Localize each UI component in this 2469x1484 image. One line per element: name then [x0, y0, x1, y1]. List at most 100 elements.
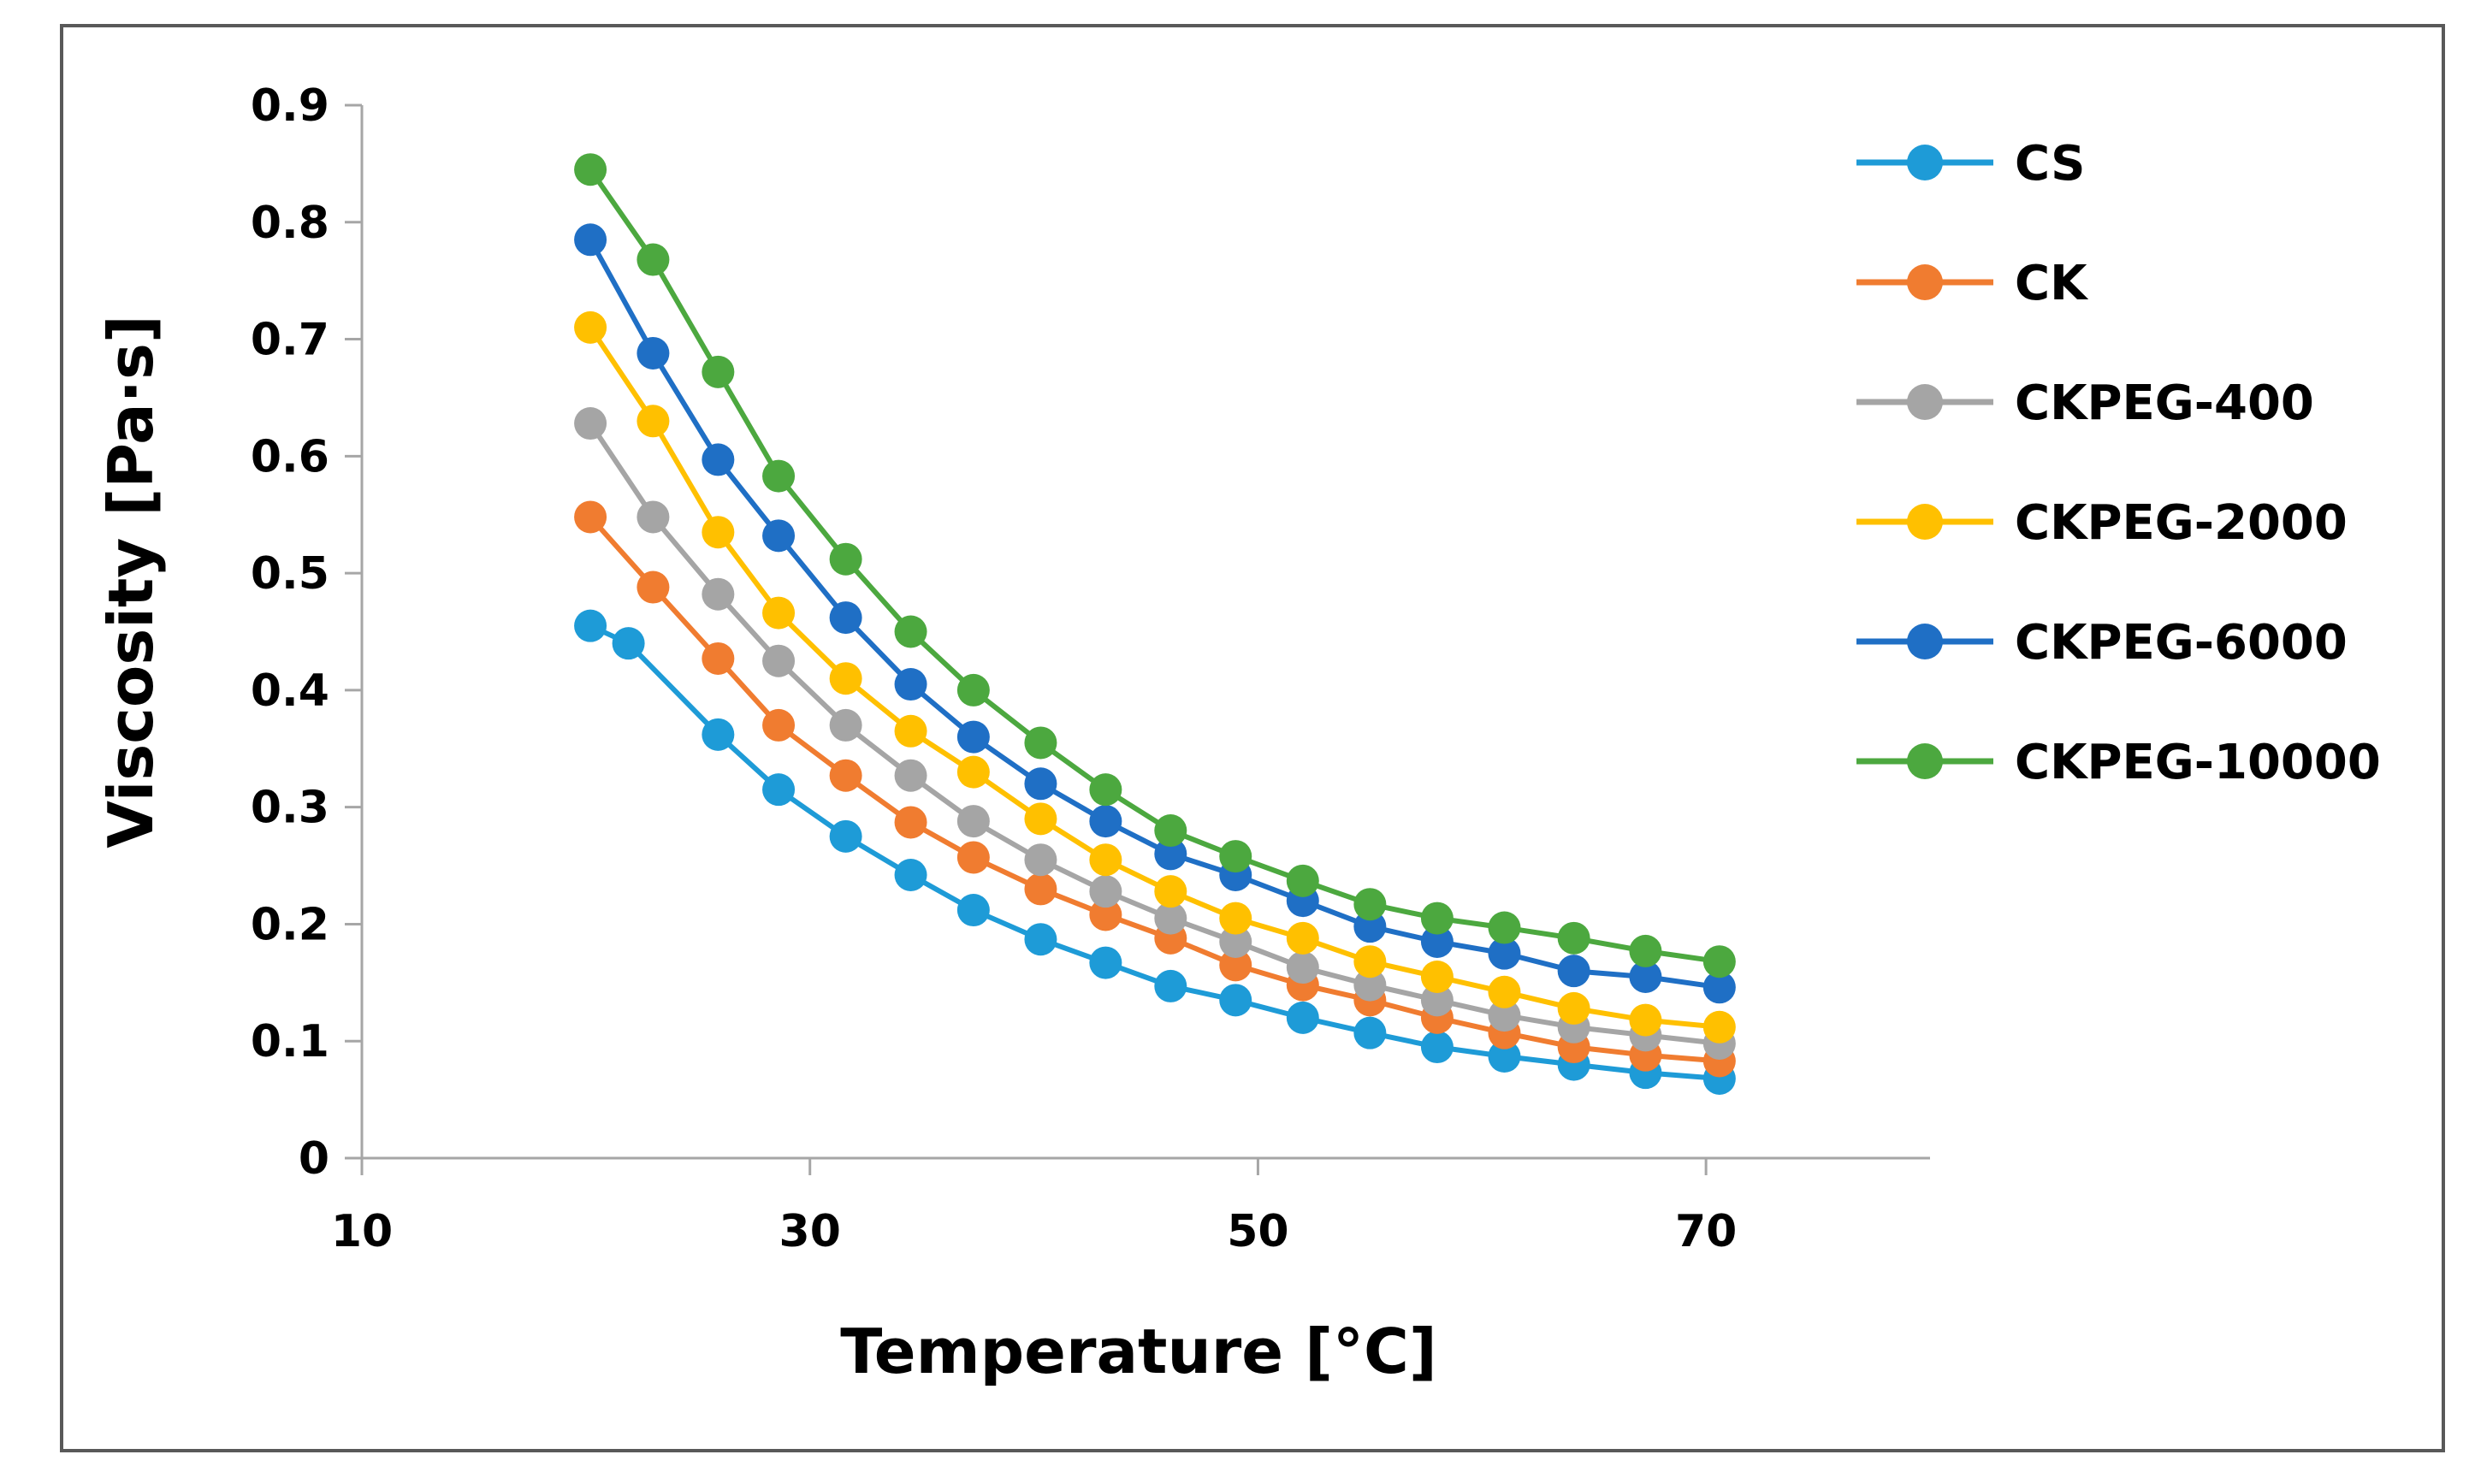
- x-tick-label: 50: [1227, 1206, 1288, 1257]
- data-point: [1353, 910, 1387, 943]
- data-point: [762, 708, 796, 742]
- data-point: [636, 336, 670, 370]
- axes: 0 0.1 0.2 0.3 0.4 0.5 0.6 0.7 0.8 0.9 10 30 50 70: [251, 80, 1930, 1257]
- series-ckpeg-6000: [574, 223, 1736, 1004]
- data-point: [636, 243, 670, 276]
- y-tick-label: 0.7: [251, 315, 329, 366]
- legend-label: CK: [2015, 256, 2089, 311]
- data-point: [1420, 925, 1454, 958]
- legend-item-ck: CK: [1856, 256, 2089, 311]
- data-point: [1024, 923, 1057, 956]
- x-tick-label: 10: [331, 1206, 393, 1257]
- data-point: [1154, 814, 1187, 848]
- data-point: [612, 627, 645, 660]
- x-axis-title: Temperature [°C]: [840, 1315, 1437, 1387]
- data-point: [1488, 975, 1521, 1008]
- data-point: [636, 405, 670, 438]
- legend-label: CS: [2015, 136, 2085, 192]
- data-point: [1353, 945, 1387, 978]
- data-point: [702, 577, 735, 611]
- data-point: [1353, 888, 1387, 921]
- data-point: [574, 310, 607, 344]
- data-point: [894, 615, 927, 648]
- y-tick-label: 0.4: [251, 665, 329, 717]
- data-point: [574, 153, 607, 186]
- data-point: [574, 609, 607, 642]
- data-point: [702, 718, 735, 751]
- data-point: [1488, 1040, 1521, 1073]
- data-point: [1089, 805, 1122, 838]
- data-point: [956, 894, 990, 927]
- y-tick-label: 0.3: [251, 783, 329, 834]
- data-point: [1286, 1001, 1319, 1034]
- x-tick-label: 70: [1675, 1206, 1737, 1257]
- data-point: [636, 500, 670, 534]
- y-tick-label: 0.6: [251, 431, 329, 482]
- data-point: [1089, 773, 1122, 807]
- legend-item-ckpeg-400: CKPEG-400: [1856, 375, 2314, 431]
- y-tick-label: 0.2: [251, 899, 329, 950]
- data-point: [1702, 971, 1736, 1004]
- y-tick-label: 0.8: [251, 198, 329, 249]
- data-point: [1702, 945, 1736, 978]
- y-tick-label: 0: [299, 1133, 329, 1185]
- series-ckpeg-10000: [574, 153, 1736, 978]
- data-point: [1089, 875, 1122, 908]
- data-point: [1219, 984, 1252, 1017]
- series-ck: [574, 500, 1736, 1078]
- data-point: [1488, 937, 1521, 970]
- data-point: [829, 708, 862, 742]
- data-point: [1024, 843, 1057, 877]
- series-ckpeg-400: [574, 407, 1736, 1060]
- legend-marker: [1907, 145, 1943, 180]
- data-point: [762, 644, 796, 677]
- data-point: [762, 459, 796, 493]
- legend-label: CKPEG-400: [2015, 375, 2314, 431]
- data-point: [956, 755, 990, 789]
- series-line: [588, 168, 1720, 965]
- legend-marker: [1907, 264, 1943, 300]
- data-point: [702, 641, 735, 675]
- data-point: [894, 858, 927, 891]
- chart-frame: [60, 24, 2445, 1452]
- data-point: [1286, 864, 1319, 897]
- data-point: [894, 759, 927, 792]
- x-tick-label: 30: [779, 1206, 841, 1257]
- data-point: [956, 841, 990, 874]
- data-point: [574, 500, 607, 534]
- plot-area: [574, 153, 1736, 1095]
- data-point: [574, 407, 607, 440]
- legend-label: CKPEG-10000: [2015, 735, 2381, 790]
- legend-item-ckpeg-10000: CKPEG-10000: [1856, 735, 2381, 790]
- data-point: [1629, 1003, 1662, 1037]
- data-point: [1702, 1010, 1736, 1044]
- data-point: [1420, 902, 1454, 935]
- data-point: [1286, 921, 1319, 955]
- data-point: [1154, 875, 1187, 908]
- data-point: [1089, 946, 1122, 979]
- data-point: [1024, 767, 1057, 801]
- data-point: [1420, 984, 1454, 1017]
- data-point: [1557, 921, 1590, 955]
- legend-marker: [1907, 624, 1943, 659]
- legend-label: CKPEG-6000: [2015, 615, 2348, 671]
- data-point: [829, 662, 862, 695]
- data-point: [1488, 911, 1521, 944]
- y-axis-title: Viscosity [Pa·s]: [95, 315, 167, 848]
- data-point: [829, 759, 862, 792]
- data-point: [1629, 960, 1662, 993]
- data-point: [1154, 902, 1187, 935]
- data-point: [829, 819, 862, 853]
- legend-marker: [1907, 384, 1943, 420]
- data-point: [1024, 872, 1057, 906]
- series-line: [588, 238, 1720, 990]
- data-point: [702, 516, 735, 549]
- data-point: [829, 542, 862, 576]
- legend-item-cs: CS: [1856, 136, 2085, 192]
- legend-marker: [1907, 743, 1943, 779]
- data-point: [1353, 968, 1387, 1002]
- data-point: [762, 773, 796, 807]
- legend-item-ckpeg-6000: CKPEG-6000: [1856, 615, 2348, 671]
- data-point: [956, 720, 990, 754]
- data-point: [702, 443, 735, 476]
